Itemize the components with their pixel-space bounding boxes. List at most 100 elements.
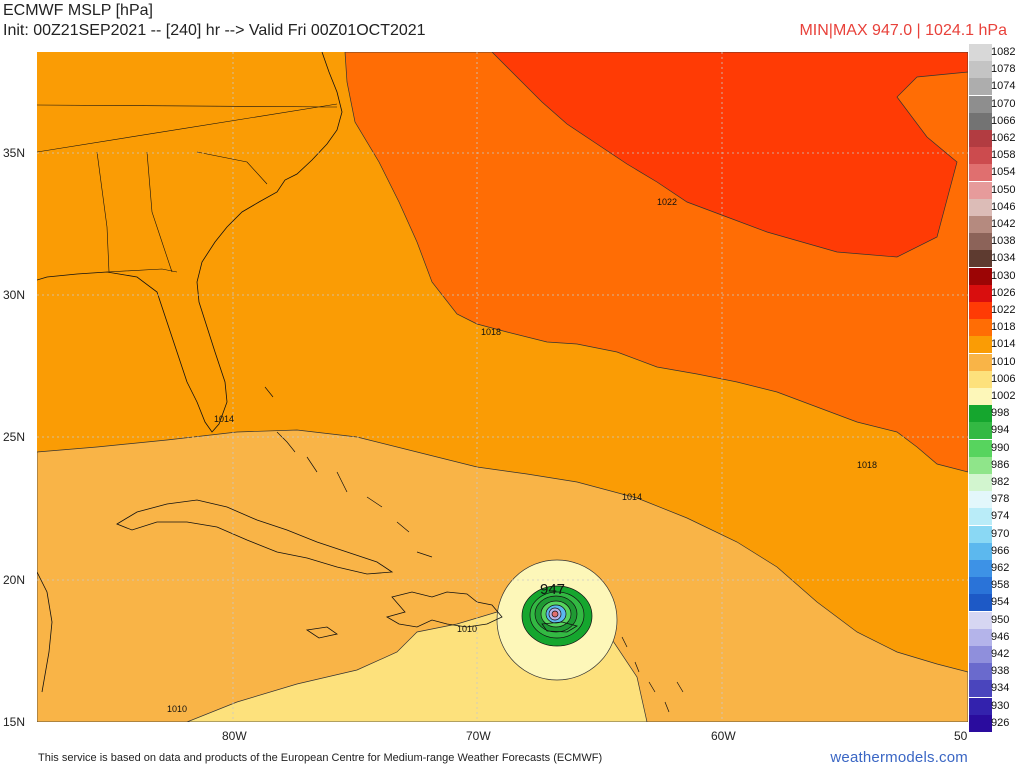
legend-label: 1066 [991,114,1016,127]
legend-item: 1018 [969,319,1015,337]
legend-swatch [969,542,992,560]
legend-label: 1074 [991,80,1016,93]
contour-label: 1014 [622,492,642,502]
legend-swatch [969,663,992,681]
legend-swatch [969,370,992,388]
central-america [37,571,53,693]
legend-item: 966 [969,542,1009,560]
lat-label: 15N [3,715,26,729]
graticule [37,52,968,722]
legend-swatch [969,198,992,216]
legend-item: 954 [969,594,1009,612]
legend-label: 1054 [991,166,1016,179]
legend-item: 1038 [969,233,1015,251]
lon-label: 50 [954,729,968,743]
legend-label: 1022 [991,304,1016,316]
header: ECMWF MSLP [hPa] Init: 00Z21SEP2021 -- [… [0,0,1024,46]
min-max-readout: MIN|MAX 947.0 | 1024.1 hPa [799,22,1007,39]
legend-label: 986 [991,458,1010,471]
fill-1010 [37,429,968,722]
legend-item: 1082 [969,44,1015,61]
legend-swatch [969,164,992,182]
legend-item: 1054 [969,164,1015,182]
legend-swatch [969,44,992,61]
lat-label: 35N [3,146,26,160]
legend-label: 1082 [991,46,1016,58]
legend-item: 1070 [969,95,1015,113]
legend-item: 946 [969,628,1009,646]
legend-swatch [969,439,992,457]
legend-label: 1046 [991,200,1016,213]
legend-item: 1058 [969,147,1015,165]
legend-swatch [969,525,992,543]
contour-label: 1022 [657,197,677,207]
legend-swatch [969,95,992,113]
legend-label: 1038 [991,235,1016,248]
legend-item: 970 [969,525,1009,543]
legend-label: 1062 [991,132,1016,144]
legend-label: 998 [991,407,1010,420]
legend-item: 990 [969,439,1009,457]
legend-swatch [969,697,992,715]
legend-item: 978 [969,491,1009,509]
legend-swatch [969,491,992,509]
legend-label: 990 [991,441,1010,454]
legend-label: 994 [991,424,1010,437]
contour-label: 1018 [857,460,877,470]
contour-label: 1010 [167,704,187,714]
legend-label: 958 [991,579,1010,592]
legend-swatch [969,250,992,268]
legend-item: 1046 [969,198,1015,216]
footer-disclaimer: This service is based on data and produc… [38,752,603,764]
legend-label: 926 [991,716,1010,729]
legend-swatch [969,336,992,354]
legend-item: 950 [969,611,1009,629]
legend-label: 982 [991,476,1010,488]
legend-label: 1006 [991,372,1016,385]
state-borders [37,103,338,273]
contour-label: 1010 [457,624,477,634]
map-title: ECMWF MSLP [hPa] [3,2,153,19]
legend-item: 974 [969,508,1009,526]
legend-item: 1026 [969,284,1015,302]
legend-item: 1042 [969,216,1015,233]
brand-link[interactable]: weathermodels.com [830,749,968,766]
legend-label: 950 [991,613,1010,626]
legend-swatch [969,474,992,491]
lat-label: 30N [3,288,26,302]
legend-label: 1002 [991,390,1016,402]
legend-item: 958 [969,577,1009,595]
legend-swatch [969,508,992,526]
legend-item: 942 [969,646,1009,663]
storm-center-label: 947 [540,581,565,598]
legend-item: 1066 [969,112,1015,130]
legend-swatch [969,353,992,371]
lon-label: 80W [222,729,247,743]
legend-item: 934 [969,680,1009,698]
lon-label: 70W [466,729,491,743]
legend-item: 1074 [969,78,1015,96]
legend-swatch [969,302,992,319]
legend-swatch [969,714,992,732]
legend-label: 1070 [991,97,1016,110]
legend-item: 1006 [969,370,1015,388]
legend-swatch [969,560,992,577]
legend-label: 1026 [991,286,1016,299]
legend-item: 1022 [969,302,1015,319]
legend-swatch [969,628,992,646]
legend-swatch [969,646,992,663]
legend-item: 930 [969,697,1009,715]
legend-swatch [969,78,992,96]
legend-label: 962 [991,562,1010,574]
contour-label: 1014 [214,414,234,424]
legend-swatch [969,319,992,337]
contour-label: 1018 [481,327,501,337]
legend-label: 1018 [991,321,1016,334]
legend-swatch [969,388,992,405]
lat-label: 20N [3,573,26,587]
cuba [116,499,394,575]
legend-label: 966 [991,544,1010,557]
fill-1022 [491,52,968,258]
legend-label: 1042 [991,218,1016,230]
lon-label: 60W [711,729,736,743]
